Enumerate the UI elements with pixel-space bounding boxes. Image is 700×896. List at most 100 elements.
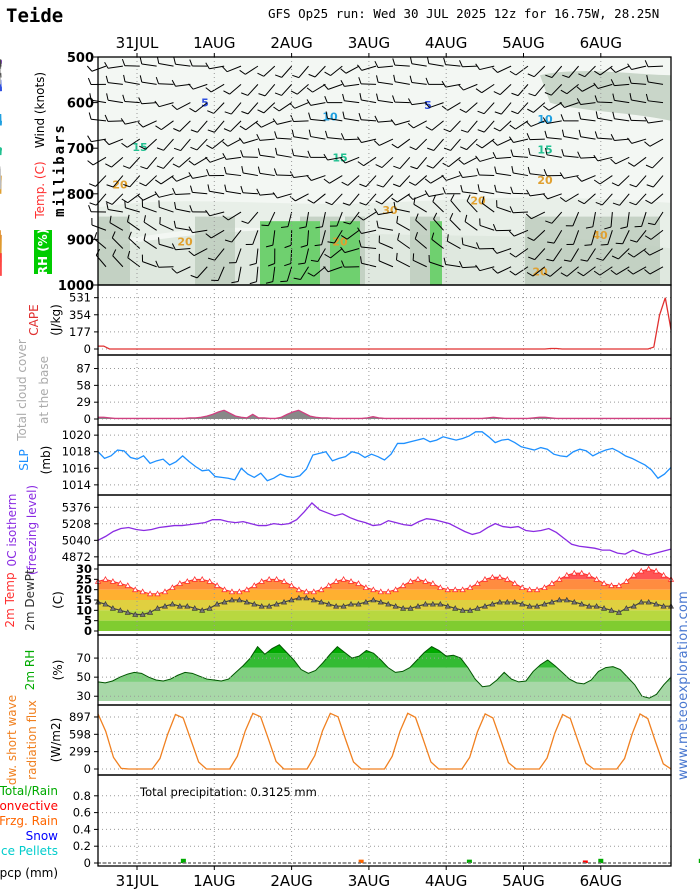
wind-barb xyxy=(175,248,191,251)
wind-barb-flag xyxy=(393,74,396,82)
wind-barb xyxy=(635,175,647,188)
wind-barb xyxy=(610,211,613,228)
wind-barb-flag xyxy=(492,67,498,73)
wind-barb xyxy=(160,175,174,185)
wind-barb-flag xyxy=(481,196,485,204)
cape-unit: (J/kg) xyxy=(49,304,63,336)
wind-barb xyxy=(513,138,529,143)
wind-barb xyxy=(142,120,157,128)
wind-barb-flag xyxy=(443,128,451,133)
wind-barb xyxy=(327,266,343,273)
wind-barb xyxy=(431,238,444,249)
wind-barb xyxy=(414,238,428,249)
wind-barb-flag xyxy=(358,77,362,85)
dewpt-point xyxy=(414,603,421,609)
wind-barb xyxy=(599,175,613,185)
wind-barb-flag xyxy=(174,201,177,210)
y-tick-label: 299 xyxy=(69,745,91,759)
dewpt-point xyxy=(578,601,585,607)
wind-barb xyxy=(415,175,428,186)
temperature-bands xyxy=(98,569,671,631)
wind-barb-flag xyxy=(357,215,364,221)
wind-barb-flag xyxy=(190,129,198,133)
wind-barb-flag xyxy=(158,237,160,245)
temp-point xyxy=(399,582,407,588)
temp-point xyxy=(347,578,355,584)
x-label-bottom: 3AUG xyxy=(348,872,390,890)
wind-barb-flag xyxy=(509,270,516,276)
temp-point xyxy=(109,578,117,584)
wind-barb-flag xyxy=(424,101,430,108)
dewpt-point xyxy=(645,598,652,605)
wind-barb xyxy=(635,193,647,206)
temp-point xyxy=(102,576,109,582)
wind-barb xyxy=(479,266,495,272)
wind-barb xyxy=(263,102,276,114)
wind-barb-flag xyxy=(122,165,130,169)
panel-frame-cloud xyxy=(97,354,672,426)
dewpt-point xyxy=(556,596,563,603)
wind-barb-flag xyxy=(612,93,615,101)
wind-barb-flag xyxy=(308,129,312,137)
y-tick-label: 5 xyxy=(84,614,92,628)
wind-barb xyxy=(447,240,461,249)
wind-barb-flag xyxy=(544,92,552,96)
temp-point xyxy=(600,580,608,586)
pressure-label: 900 xyxy=(67,233,94,248)
wind-barb xyxy=(479,156,495,162)
dewpt-point xyxy=(444,603,451,609)
wind-barb xyxy=(381,156,394,168)
isotherm-label: 10 xyxy=(537,113,553,126)
wind-barb-flag xyxy=(323,153,328,161)
wind-barb xyxy=(529,138,545,141)
wind-barb-flag xyxy=(289,171,295,178)
wind-barb xyxy=(546,154,562,158)
wind-barb-flag xyxy=(525,213,532,220)
temp-point xyxy=(578,569,585,576)
dewpt-point xyxy=(601,605,608,611)
dewpt-point xyxy=(303,594,310,601)
rh-column xyxy=(98,216,130,285)
wind-barb-flag xyxy=(356,64,363,71)
dewpt-point xyxy=(653,601,660,607)
wind-barb-flag xyxy=(527,166,531,174)
temp-point xyxy=(295,586,303,593)
wind-barb-flag xyxy=(257,166,261,174)
wind-barb-flag xyxy=(612,111,615,119)
x-label-top: 6AUG xyxy=(580,34,622,52)
wind-barb xyxy=(212,138,225,149)
wind-barb-flag xyxy=(576,86,583,92)
wind-barb xyxy=(230,102,242,115)
wind-barb xyxy=(572,211,580,227)
wind-barb-flag xyxy=(543,169,548,176)
wind-barb-flag xyxy=(477,184,480,192)
wind-barb-flag xyxy=(239,125,247,131)
wind-barb-flag xyxy=(627,63,632,70)
wind-barb-flag xyxy=(307,272,315,277)
wind-barb xyxy=(107,99,123,104)
wind-barb-flag xyxy=(87,77,92,85)
x-label-bottom: 2AUG xyxy=(270,872,312,890)
wind-barb xyxy=(195,102,208,113)
wind-barb xyxy=(546,137,562,140)
wind-barb-flag xyxy=(308,73,316,78)
wind-barb-flag xyxy=(645,199,652,204)
wind-barb-flag xyxy=(103,139,110,145)
wind-label: Wind (knots) xyxy=(33,72,47,148)
temp-point xyxy=(526,586,533,593)
wind-barb-flag xyxy=(542,193,548,200)
wind-barb xyxy=(411,82,427,85)
wind-barb-flag xyxy=(341,260,345,268)
wind-barb xyxy=(534,84,546,97)
wind-barb xyxy=(361,246,377,250)
y-tick-label: 5208 xyxy=(62,517,91,531)
wind-barb xyxy=(597,117,613,122)
rh-label: RH (%) xyxy=(36,229,50,275)
wind-barb-flag xyxy=(593,270,601,276)
wind-barb xyxy=(108,138,124,146)
wind-barb xyxy=(192,175,208,179)
wind-barb xyxy=(568,65,579,78)
wind-barb xyxy=(228,211,242,221)
wind-barb-flag xyxy=(594,95,598,103)
wind-barb-flag xyxy=(106,93,109,101)
